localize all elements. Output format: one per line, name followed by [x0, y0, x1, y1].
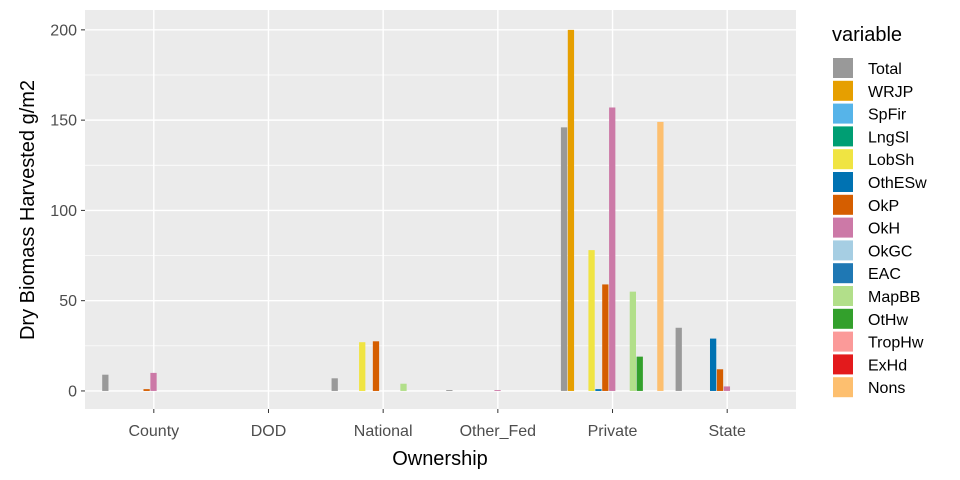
bar-okh-county: [150, 372, 157, 391]
legend-label-okgc: OkGC: [868, 243, 912, 260]
bar-okh-private: [609, 107, 616, 391]
legend-key-wrjp: [833, 80, 853, 101]
legend-key-mapbb: [833, 286, 853, 306]
bar-total-county: [102, 374, 109, 391]
x-axis-title: Ownership: [392, 448, 488, 470]
legend-label-lobsh: LobSh: [868, 152, 914, 169]
legend-key-nons: [833, 377, 853, 398]
legend-key-exhd: [833, 354, 853, 375]
legend-label-othw: OtHw: [868, 312, 908, 329]
legend-label-total: Total: [868, 61, 902, 78]
legend-key-othesw: [833, 172, 853, 192]
y-tick-label: 50: [59, 293, 77, 310]
y-axis: 0 50 100 150 200: [50, 22, 85, 400]
x-tick-label: DOD: [251, 423, 287, 440]
bars: [102, 29, 731, 391]
legend-label-exhd: ExHd: [868, 357, 907, 374]
bar-mapbb-national: [400, 383, 407, 391]
y-tick-label: 100: [50, 203, 77, 220]
legend-title: variable: [832, 24, 902, 46]
plot-panel: [85, 10, 796, 409]
legend-key-okp: [833, 194, 853, 215]
bar-okp-state: [716, 369, 724, 391]
legend-label-trophw: TropHw: [868, 335, 924, 352]
legend-label-okh: OkH: [868, 221, 900, 238]
legend-key-othw: [833, 308, 853, 329]
x-axis: County DOD National Other_Fed Private State: [128, 409, 746, 440]
legend-label-eac: EAC: [868, 266, 901, 283]
bar-total-private: [560, 127, 568, 391]
legend-label-nons: Nons: [868, 380, 905, 397]
legend: variable Total WRJP SpFir LngSl LobSh OthESw O…: [832, 24, 927, 398]
grid-major: [85, 10, 796, 409]
legend-key-okh: [833, 217, 853, 238]
bar-total-other-fed: [446, 390, 453, 391]
legend-key-total: [833, 58, 853, 78]
bar-wrjp-private: [567, 29, 575, 391]
bar-total-national: [331, 378, 338, 391]
bar-othesw-state: [709, 338, 717, 391]
legend-label-spfir: SpFir: [868, 107, 907, 124]
y-tick-label: 0: [68, 383, 77, 400]
x-tick-label: County: [128, 423, 179, 440]
x-tick-label: State: [709, 423, 746, 440]
bar-lobsh-private: [588, 250, 595, 391]
legend-key-spfir: [833, 103, 853, 124]
bar-total-state: [675, 327, 682, 391]
bar-okp-national: [372, 341, 380, 391]
bar-okh-other-fed: [494, 390, 501, 391]
legend-key-lobsh: [833, 149, 853, 170]
bar-lobsh-national: [359, 342, 366, 391]
x-tick-label: National: [354, 423, 413, 440]
legend-label-wrjp: WRJP: [868, 84, 913, 101]
y-tick-label: 150: [50, 113, 77, 130]
bar-mapbb-private: [629, 291, 636, 391]
x-tick-label: Private: [588, 423, 638, 440]
bar-nons-private: [657, 121, 664, 391]
y-tick-label: 200: [50, 22, 77, 39]
bar-okp-private: [602, 284, 609, 391]
legend-key-okgc: [833, 240, 853, 261]
legend-label-okp: OkP: [868, 198, 899, 215]
bar-othesw-private: [595, 389, 602, 391]
legend-key-lngsl: [833, 126, 853, 147]
bar-othw-private: [636, 356, 643, 391]
bar-okp-county: [143, 389, 150, 391]
legend-label-lngsl: LngSl: [868, 129, 909, 146]
bar-okh-state: [723, 386, 731, 391]
legend-label-mapbb: MapBB: [868, 289, 920, 306]
y-axis-title: Dry Biomass Harvested g/m2: [17, 80, 39, 340]
legend-key-eac: [833, 263, 853, 284]
legend-label-othesw: OthESw: [868, 175, 927, 192]
legend-key-trophw: [833, 331, 853, 352]
x-tick-label: Other_Fed: [460, 423, 536, 440]
